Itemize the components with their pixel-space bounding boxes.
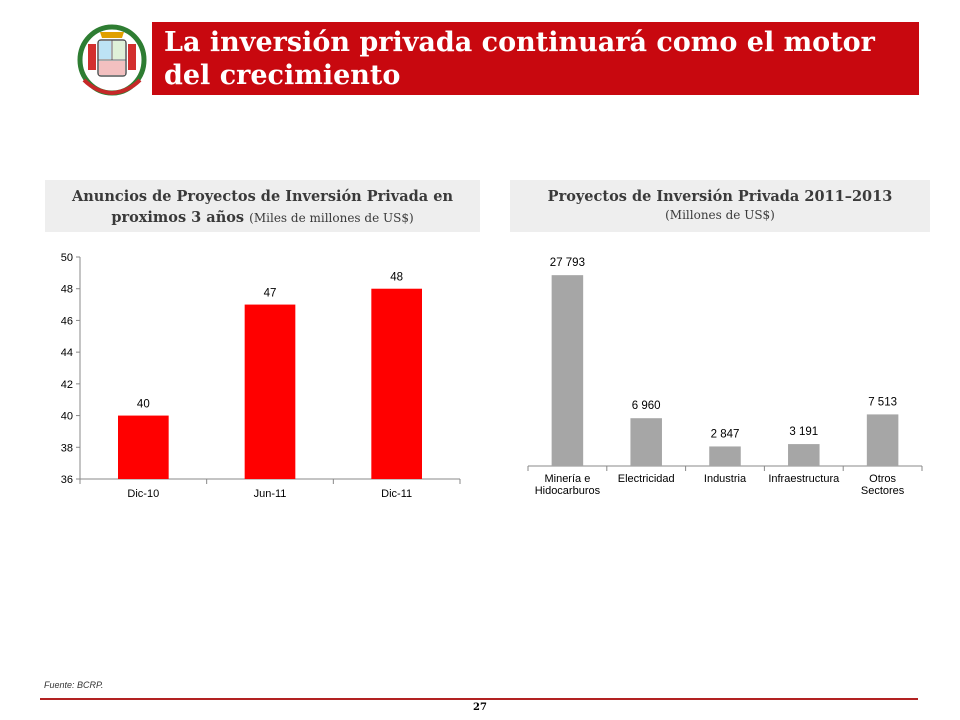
y-tick-label: 48 <box>61 284 73 296</box>
data-label: 7 513 <box>868 396 897 408</box>
data-label: 40 <box>137 399 150 411</box>
bar <box>866 414 899 466</box>
data-label: 47 <box>264 288 277 300</box>
right-chart-unit: (Millones de US$) <box>665 208 775 222</box>
right-chart-title: Proyectos de Inversión Privada 2011–2013 <box>547 188 893 205</box>
bar <box>788 444 820 466</box>
data-label: 3 191 <box>789 426 818 438</box>
y-tick-label: 38 <box>61 442 73 454</box>
data-label: 27 793 <box>550 257 585 269</box>
bar <box>709 446 741 466</box>
x-tick-label: Infraestructura <box>768 473 840 485</box>
left-chart-unit: (Miles de millones de US$) <box>249 211 414 225</box>
x-tick-label: Sectores <box>861 485 905 497</box>
page-number: 27 <box>473 702 487 713</box>
x-tick-label: Industria <box>704 473 747 485</box>
right-chart-header: Proyectos de Inversión Privada 2011–2013… <box>510 180 930 232</box>
page-title: La inversión privada continuará como el … <box>164 27 875 91</box>
y-tick-label: 40 <box>61 411 73 423</box>
bar <box>118 415 169 479</box>
source-note: Fuente: BCRP. <box>44 680 104 690</box>
data-label: 48 <box>390 272 403 284</box>
left-chart-header: Anuncios de Proyectos de Inversión Priva… <box>45 180 480 232</box>
x-tick-label: Minería e <box>544 473 590 485</box>
x-tick-label: Electricidad <box>618 473 675 485</box>
left-chart-title: Anuncios de Proyectos de Inversión Priva… <box>72 188 453 226</box>
bar <box>371 288 422 479</box>
footer-divider <box>40 698 918 700</box>
y-tick-label: 44 <box>61 347 73 359</box>
y-tick-label: 42 <box>61 379 73 391</box>
x-tick-label: Otros <box>869 473 896 485</box>
bar <box>244 304 296 479</box>
x-tick-label: Jun-11 <box>254 488 287 500</box>
left-bar-chart: 36 38 40 42 44 46 48 50 40 Dic-10 47 Jun-11 48 Dic-11 <box>61 252 461 500</box>
data-label: 6 960 <box>632 400 661 412</box>
y-tick-label: 46 <box>61 315 73 327</box>
coat-of-arms-icon <box>77 24 147 96</box>
x-tick-label: Dic-11 <box>381 488 412 500</box>
x-tick-label: Dic-10 <box>127 488 159 500</box>
x-tick-label: Hidocarburos <box>535 485 601 497</box>
y-tick-label: 36 <box>61 474 73 486</box>
y-tick-label: 50 <box>61 252 73 264</box>
title-bar: La inversión privada continuará como el … <box>152 22 919 95</box>
bar <box>551 275 584 466</box>
bar <box>630 418 662 466</box>
data-label: 2 847 <box>711 428 740 440</box>
